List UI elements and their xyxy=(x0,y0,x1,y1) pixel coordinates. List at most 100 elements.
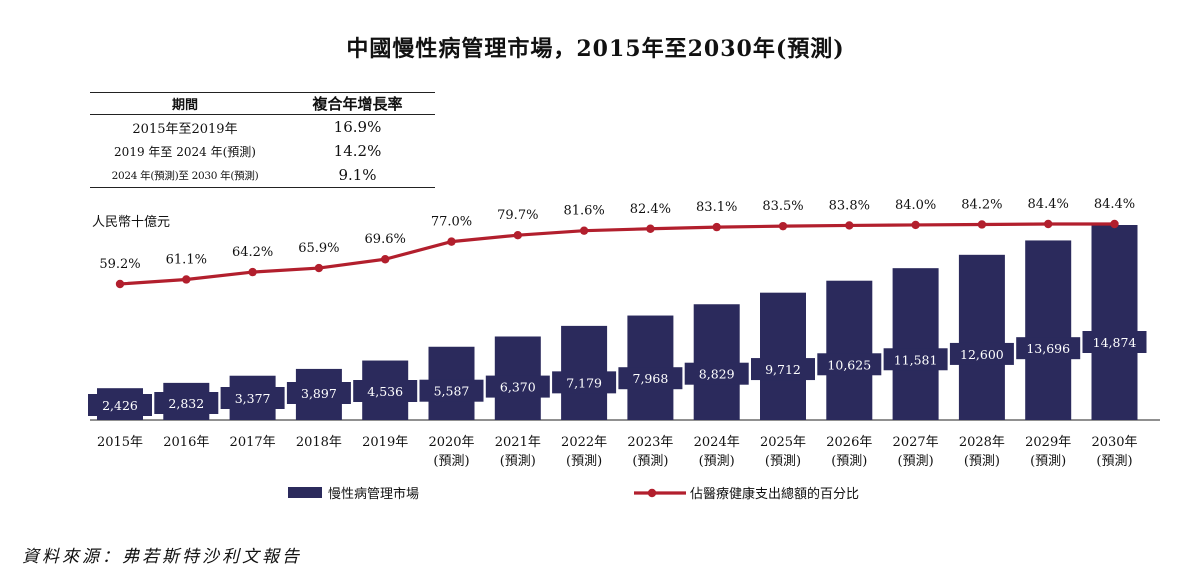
line-point xyxy=(248,267,257,277)
x-tick-sublabel: (預測) xyxy=(898,454,934,469)
line-value-label: 83.1% xyxy=(696,200,737,215)
line-value-label: 84.0% xyxy=(895,198,936,213)
bar-value-label: 3,377 xyxy=(235,391,271,406)
bar-label-box xyxy=(949,342,1014,365)
x-tick-label: 2017年 xyxy=(230,435,276,450)
bar-label-box xyxy=(552,371,617,394)
x-tick-sublabel: (預測) xyxy=(1096,454,1132,469)
bar-label-box xyxy=(751,358,815,381)
cagr-rate: 9.1% xyxy=(280,163,435,188)
bar-value-label: 13,696 xyxy=(1026,341,1070,356)
line-point xyxy=(712,222,721,232)
line-point xyxy=(579,226,589,235)
bar-value-label: 4,536 xyxy=(367,384,403,399)
table-row: 2024 年(預測)至 2030 年(預測) 9.1% xyxy=(90,163,435,188)
bar xyxy=(1091,225,1138,420)
bar-label-box xyxy=(1082,331,1147,353)
x-tick-label: 2019年 xyxy=(362,435,408,450)
x-tick-label: 2030年 xyxy=(1091,435,1137,450)
x-tick-sublabel: (預測) xyxy=(566,454,602,469)
x-tick-label: 2025年 xyxy=(760,435,806,450)
bar-label-box xyxy=(485,375,550,398)
x-tick-label: 2029年 xyxy=(1025,435,1071,450)
table-row: 2019 年至 2024 年(預測) 14.2% xyxy=(90,139,435,163)
line-point xyxy=(513,230,522,240)
bar-label-box xyxy=(286,382,351,404)
legend-swatch-bar xyxy=(288,487,322,498)
bar xyxy=(693,304,740,420)
bar xyxy=(892,268,939,420)
line-point xyxy=(115,279,125,289)
source-note: 資料來源：弗若斯特沙利文報告 xyxy=(22,547,302,567)
x-tick-label: 2028年 xyxy=(959,435,1005,450)
cagr-rate: 14.2% xyxy=(333,142,382,160)
bar-value-label: 8,829 xyxy=(699,367,735,382)
cagr-period: 2015年至2019年 xyxy=(132,121,238,137)
line-point xyxy=(845,221,854,230)
x-tick-sublabel: (預測) xyxy=(500,454,536,469)
line-point xyxy=(1044,219,1053,229)
table-row: 2015年至2019年 16.9% xyxy=(90,115,435,140)
bar-value-label: 7,968 xyxy=(633,371,669,386)
x-tick-label: 2021年 xyxy=(495,435,541,450)
x-tick-label: 2023年 xyxy=(627,435,673,450)
bar-label-box xyxy=(817,353,882,376)
line-value-label: 79.7% xyxy=(497,208,538,223)
x-tick-label: 2027年 xyxy=(893,435,939,450)
x-tick-sublabel: (預測) xyxy=(1030,454,1066,469)
x-tick-label: 2016年 xyxy=(163,435,209,450)
bar-value-label: 3,897 xyxy=(301,386,337,401)
legend-swatch-point xyxy=(647,488,657,498)
x-tick-label: 2024年 xyxy=(694,435,740,450)
unit-label: 人民幣十億元 xyxy=(92,215,171,230)
line-point xyxy=(314,263,324,273)
line-point xyxy=(977,220,987,229)
x-tick-label: 2022年 xyxy=(561,435,607,450)
bar-value-label: 14,874 xyxy=(1093,335,1137,350)
bar-value-label: 6,370 xyxy=(500,380,536,395)
x-tick-sublabel: (預測) xyxy=(964,454,1000,469)
bar-label-box xyxy=(883,348,948,371)
bar-label-box xyxy=(684,362,749,385)
cagr-header-period: 期間 xyxy=(90,92,280,115)
line-value-label: 81.6% xyxy=(563,204,604,219)
bar-value-label: 7,179 xyxy=(566,375,602,390)
bar xyxy=(958,254,1005,420)
line-value-label: 61.1% xyxy=(166,252,207,267)
bar-label-box xyxy=(1016,337,1081,360)
line-value-label: 77.0% xyxy=(431,215,472,230)
bar-value-label: 2,832 xyxy=(168,396,204,411)
x-tick-label: 2020年 xyxy=(428,435,474,450)
chart-title: 中國慢性病管理市場，2015年至2030年(預測) xyxy=(346,36,845,62)
line-value-label: 59.2% xyxy=(99,257,140,272)
bar-label-box xyxy=(353,380,418,402)
x-tick-label: 2026年 xyxy=(826,435,872,450)
bar-label-box xyxy=(419,379,484,402)
bar xyxy=(760,292,806,420)
x-tick-label: 2015年 xyxy=(97,435,143,450)
bar-value-label: 2,426 xyxy=(102,398,138,413)
line-point xyxy=(1110,219,1119,229)
bar-label-box xyxy=(154,392,219,414)
line-value-label: 83.8% xyxy=(829,198,870,213)
bar-value-label: 10,625 xyxy=(827,357,871,372)
x-tick-sublabel: (預測) xyxy=(699,454,735,469)
bar-label-box xyxy=(88,394,152,416)
cagr-header-rate: 複合年增長率 xyxy=(280,92,435,115)
line-value-label: 84.4% xyxy=(1028,197,1069,212)
line-value-label: 69.6% xyxy=(365,232,406,247)
line-value-label: 82.4% xyxy=(630,202,671,217)
cagr-period: 2024 年(預測)至 2030 年(預測) xyxy=(90,163,280,188)
bar-value-label: 5,587 xyxy=(434,384,470,399)
x-tick-sublabel: (預測) xyxy=(632,454,668,469)
x-tick-sublabel: (預測) xyxy=(765,454,801,469)
line-point xyxy=(381,255,390,264)
bar xyxy=(1025,240,1072,420)
line-point xyxy=(447,237,456,246)
x-tick-sublabel: (預測) xyxy=(433,454,469,469)
legend-label-line: 佔醫療健康支出總額的百分比 xyxy=(690,486,859,502)
line-point xyxy=(646,224,655,233)
line-point xyxy=(911,220,920,230)
bar-value-label: 12,600 xyxy=(960,347,1004,362)
